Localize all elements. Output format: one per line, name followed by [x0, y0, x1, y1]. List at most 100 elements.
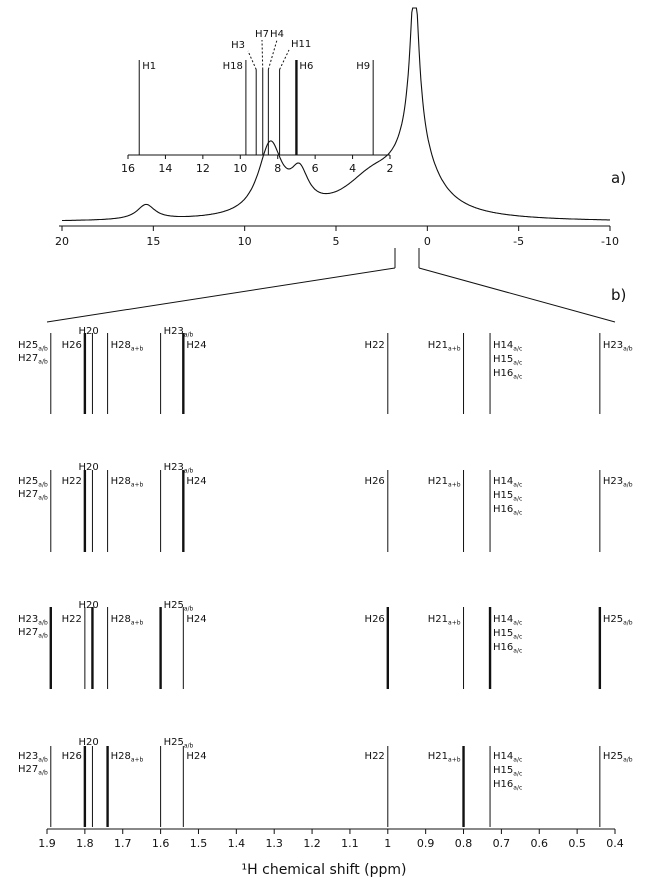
peak-label: H11 — [291, 39, 311, 50]
peak-label: H6 — [299, 61, 313, 72]
inset-label-leader — [247, 50, 257, 70]
peak-label: H14a/c — [493, 476, 522, 489]
peak-label: H7 — [255, 29, 269, 40]
panel-label-b: b) — [611, 286, 626, 304]
inset-x-tick-label: 10 — [233, 162, 247, 175]
peak-label: H26 — [62, 751, 82, 762]
peak-label: H20 — [79, 737, 99, 748]
zoom-line-right — [418, 267, 616, 323]
peak-label: H28a+b — [111, 751, 144, 764]
inset-x-tick-label: 14 — [158, 162, 172, 175]
peak-label: H18 — [223, 61, 243, 72]
zoom-connector — [46, 248, 616, 323]
peak-label: H1 — [142, 61, 156, 72]
bottom-x-tick-label: 1.3 — [265, 837, 283, 850]
spectrum-x-tick-label: 5 — [333, 235, 340, 248]
inset-x-tick-label: 4 — [349, 162, 356, 175]
spectrum-x-tick-label: -10 — [601, 235, 619, 248]
peak-label: H22 — [365, 340, 385, 351]
inset-x-tick-label: 16 — [121, 162, 135, 175]
peak-label: H23a/b — [18, 614, 48, 627]
peak-label: H16a/c — [493, 779, 522, 792]
peak-label: H14a/c — [493, 340, 522, 353]
inset-stick-plot: 16 14 12 10 8 6 4 2 H1 H18 H3 H7 H4 H11 H6 H9 — [121, 29, 394, 175]
inset-label-leader — [279, 49, 290, 70]
peak-label: H25a/b — [18, 476, 48, 489]
peak-label: H25a/b — [164, 737, 194, 750]
peak-label: H4 — [270, 29, 284, 40]
peak-label: H21a+b — [428, 340, 461, 353]
peak-label: H23a/b — [18, 751, 48, 764]
bottom-x-tick-label: 1.8 — [76, 837, 94, 850]
peak-label: H25a/b — [603, 751, 633, 764]
peak-label: H15a/c — [493, 354, 522, 367]
bottom-x-tick-label: 0.5 — [568, 837, 586, 850]
peak-label: H24 — [186, 751, 206, 762]
peak-label: H15a/c — [493, 765, 522, 778]
bottom-x-tick-label: 0.9 — [417, 837, 435, 850]
peak-label: H22 — [62, 614, 82, 625]
peak-label: H14a/c — [493, 751, 522, 764]
peak-label: H21a+b — [428, 614, 461, 627]
peak-label: H21a+b — [428, 476, 461, 489]
bottom-x-tick-label: 1.1 — [341, 837, 359, 850]
peak-label: H23a/b — [164, 326, 194, 339]
bottom-x-tick-label: 1.5 — [190, 837, 208, 850]
peak-label: H20 — [79, 462, 99, 473]
peak-label: H28a+b — [111, 614, 144, 627]
bottom-x-tick-label: 1 — [384, 837, 391, 850]
spectrum-x-tick-label: -5 — [513, 235, 524, 248]
peak-label: H25a/b — [18, 340, 48, 353]
spectrum-line — [62, 7, 610, 222]
bottom-x-tick-label: 1.6 — [152, 837, 170, 850]
peak-label: H16a/c — [493, 504, 522, 517]
spectrum-x-tick-label: 15 — [146, 235, 160, 248]
peak-label: H9 — [356, 61, 370, 72]
peak-label: H27a/b — [18, 627, 48, 640]
bottom-x-tick-label: 0.8 — [455, 837, 473, 850]
peak-label: H23a/b — [603, 340, 633, 353]
spectrum-x-tick-label: 20 — [55, 235, 69, 248]
peak-label: H26 — [365, 614, 385, 625]
bottom-x-tick-label: 1.9 — [38, 837, 56, 850]
peak-label: H27a/b — [18, 353, 48, 366]
peak-label: H20 — [79, 326, 99, 337]
inset-x-tick-label: 6 — [312, 162, 319, 175]
peak-label: H22 — [365, 751, 385, 762]
bottom-x-tick-label: 1.2 — [303, 837, 321, 850]
inset-x-tick-label: 2 — [387, 162, 394, 175]
inset-label-leader — [261, 39, 264, 70]
panel-label-a: a) — [611, 169, 626, 187]
zoom-line-left — [46, 267, 396, 323]
peak-label: H21a+b — [428, 751, 461, 764]
peak-label: H3 — [231, 40, 245, 51]
peak-label: H26 — [62, 340, 82, 351]
x-axis-title: ¹H chemical shift (ppm) — [242, 862, 407, 878]
peak-label: H23a/b — [164, 462, 194, 475]
peak-label: H23a/b — [603, 476, 633, 489]
bottom-x-tick-label: 1.4 — [228, 837, 246, 850]
bottom-x-tick-label: 0.7 — [493, 837, 511, 850]
peak-label: H27a/b — [18, 489, 48, 502]
peak-label: H15a/c — [493, 490, 522, 503]
peak-label: H24 — [186, 340, 206, 351]
peak-label: H16a/c — [493, 368, 522, 381]
peak-label: H16a/c — [493, 642, 522, 655]
full-spectrum: 20 15 10 5 0 -5 -10 — [55, 7, 619, 248]
inset-x-tick-label: 8 — [274, 162, 281, 175]
bottom-x-tick-label: 0.4 — [606, 837, 624, 850]
peak-label: H25a/b — [603, 614, 633, 627]
bottom-x-tick-label: 0.6 — [531, 837, 549, 850]
peak-label: H24 — [186, 614, 206, 625]
peak-label: H14a/c — [493, 614, 522, 627]
spectrum-x-tick-label: 10 — [238, 235, 252, 248]
inset-label-leader — [267, 39, 278, 70]
peak-label: H28a+b — [111, 340, 144, 353]
peak-label: H28a+b — [111, 476, 144, 489]
